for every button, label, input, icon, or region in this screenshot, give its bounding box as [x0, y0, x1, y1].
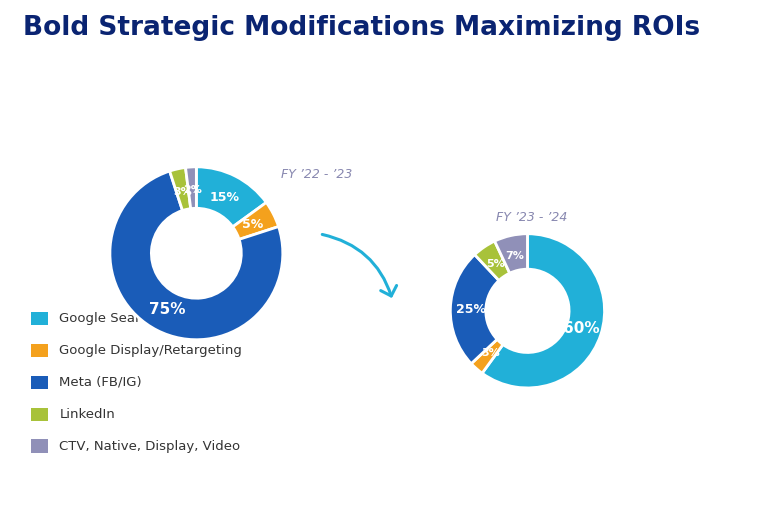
Text: 3%: 3% — [173, 187, 192, 197]
Wedge shape — [482, 234, 604, 388]
Text: 5%: 5% — [487, 259, 505, 269]
Wedge shape — [474, 241, 510, 281]
Text: 15%: 15% — [210, 191, 240, 204]
Text: Bold Strategic Modifications Maximizing ROIs: Bold Strategic Modifications Maximizing … — [23, 15, 700, 42]
Wedge shape — [196, 167, 266, 227]
Text: 5%: 5% — [242, 218, 263, 231]
Wedge shape — [450, 254, 499, 363]
Text: 2%: 2% — [183, 185, 202, 195]
Wedge shape — [494, 234, 527, 273]
Text: LinkedIn: LinkedIn — [59, 408, 115, 421]
Text: FY ’23 - ’24: FY ’23 - ’24 — [496, 211, 567, 224]
Text: Meta (FB/IG): Meta (FB/IG) — [59, 376, 142, 389]
Text: Google Display/Retargeting: Google Display/Retargeting — [59, 344, 242, 357]
Wedge shape — [110, 171, 283, 340]
Text: FY ’22 - ’23: FY ’22 - ’23 — [281, 168, 353, 181]
Text: 3%: 3% — [480, 348, 500, 358]
Text: 75%: 75% — [149, 302, 186, 317]
Wedge shape — [233, 203, 279, 240]
Wedge shape — [169, 168, 191, 211]
Wedge shape — [186, 167, 196, 209]
Wedge shape — [471, 339, 503, 373]
Text: 60%: 60% — [563, 321, 599, 336]
Text: CTV, Native, Display, Video: CTV, Native, Display, Video — [59, 439, 240, 453]
Text: Google Search: Google Search — [59, 312, 156, 325]
Text: 7%: 7% — [506, 251, 524, 261]
Text: 25%: 25% — [456, 303, 486, 316]
